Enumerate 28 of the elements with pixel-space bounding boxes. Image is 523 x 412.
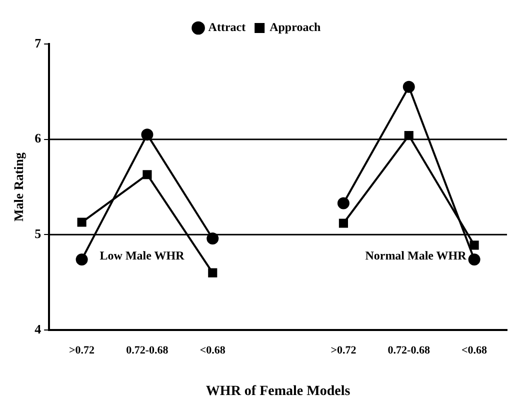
x-tick-label: <0.68 [200, 344, 226, 356]
point [142, 170, 152, 180]
y-tick-label: 4 [34, 321, 42, 336]
x-axis-title: WHR of Female Models [206, 384, 351, 400]
point [402, 80, 415, 93]
point [77, 218, 86, 227]
point [337, 197, 350, 210]
x-tick-label: >0.72 [69, 344, 96, 356]
point [468, 253, 480, 266]
annotation: Low Male WHR [100, 248, 185, 263]
y-axis-title: Male Rating [11, 152, 26, 222]
x-tick-label: >0.72 [330, 344, 357, 356]
point [206, 232, 219, 244]
legend-label: Attract [208, 20, 246, 34]
point [76, 253, 88, 266]
legend-label: Approach [270, 20, 322, 34]
y-tick-label: 5 [34, 226, 42, 242]
x-tick-label: 0.72-0.68 [126, 344, 169, 356]
point [141, 128, 154, 141]
point [208, 268, 218, 278]
y-tick-label: 7 [34, 35, 42, 50]
point [404, 130, 414, 140]
y-tick-label: 6 [34, 130, 42, 146]
point [470, 240, 479, 250]
x-tick-label: 0.72-0.68 [388, 344, 430, 356]
x-tick-label: <0.68 [462, 344, 488, 356]
annotation: Normal Male WHR [365, 248, 467, 263]
point [338, 218, 348, 228]
